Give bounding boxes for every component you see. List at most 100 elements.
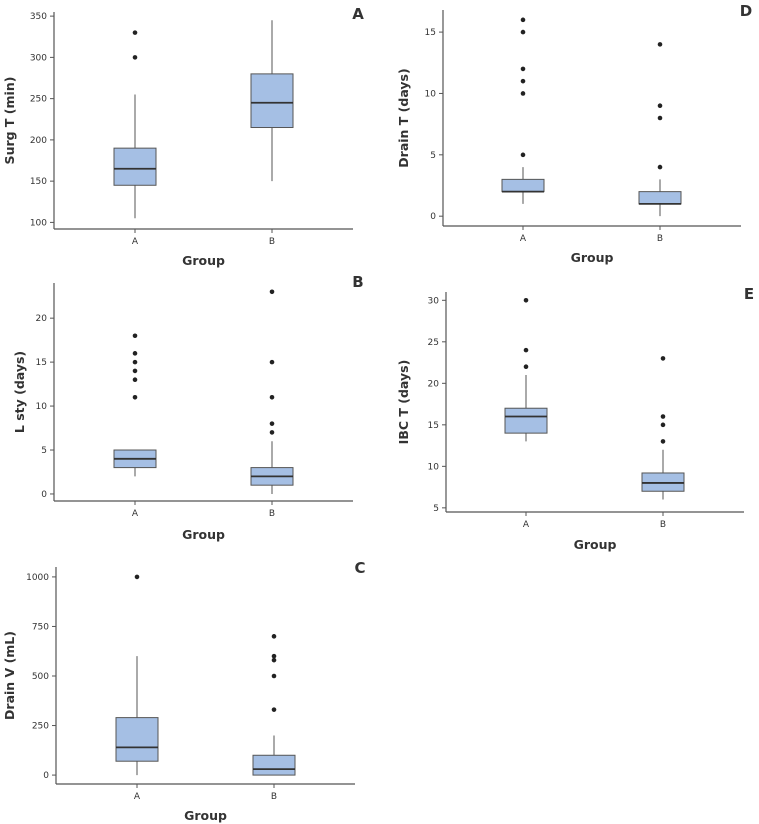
y-tick-label: 100 [30,218,47,228]
panel-e: 5 10 15 20 25 30 A B Group IBC T (days) E [396,285,754,552]
box-group-b [250,20,294,182]
panel-letter: E [744,285,754,303]
panel-a: 100 150 200 250 300 350 A B Group Surg T (min) A [2,5,364,268]
y-tick-label: 15 [425,28,436,38]
iqr-box [252,754,296,776]
panel-b: 0 5 10 15 20 A B Group L sty (days) B [12,273,364,542]
outlier-point [520,66,526,72]
outlier-point [269,289,275,295]
outlier-point [132,377,138,382]
iqr-box [115,717,159,762]
box-group-b [250,289,294,494]
outlier-point [269,430,275,435]
x-tick-label: A [132,509,139,519]
y-tick-label: 10 [425,89,437,99]
outlier-point [520,91,526,96]
outlier-point [520,78,526,84]
iqr-box [250,73,294,129]
outlier-point [520,29,526,35]
outlier-point [269,421,275,426]
y-tick-label: 5 [41,446,47,456]
box-group-a [504,298,548,442]
x-axis-title: Group [571,250,614,265]
x-axis-title: Group [574,537,617,552]
y-axis-title: Drain V (mL) [2,631,17,720]
y-tick-label: 0 [41,490,47,500]
outlier-point [657,42,663,47]
x-axis-title: Group [182,253,225,268]
y-axis-title: IBC T (days) [396,360,411,445]
outlier-point [132,359,138,365]
x-tick-label: A [520,234,527,244]
y-tick-label: 10 [36,402,48,412]
y-tick-label: 25 [428,338,439,348]
outlier-point [523,298,529,303]
x-tick-label: B [269,509,275,519]
box-group-a [113,30,157,219]
outlier-point [271,657,277,663]
y-tick-label: 250 [30,95,47,105]
y-tick-label: 750 [32,622,49,632]
panel-letter: A [352,5,364,23]
outlier-point [132,30,138,35]
y-tick-label: 150 [30,177,47,187]
outlier-point [271,634,277,639]
panel-c: 0 250 500 750 1000 A B Group Drain V (mL) C [2,559,366,823]
outlier-point [132,368,138,374]
y-tick-label: 10 [428,462,440,472]
outlier-point [660,414,666,419]
y-tick-label: 5 [430,151,436,161]
y-tick-label: 15 [36,358,47,368]
y-tick-label: 350 [30,12,47,22]
y-tick-label: 0 [43,771,49,781]
y-tick-label: 20 [428,379,440,389]
x-tick-label: B [271,792,277,802]
box-group-b [641,356,685,500]
outlier-point [657,115,663,121]
y-axis-title: Surg T (min) [2,77,17,165]
outlier-point [271,673,277,679]
outlier-point [660,356,666,361]
y-tick-label: 0 [430,212,436,222]
y-axis-title: Drain T (days) [396,68,411,167]
outlier-point [132,394,138,400]
x-axis-title: Group [184,808,227,823]
y-tick-label: 250 [32,722,49,732]
x-tick-label: A [523,520,530,530]
y-tick-label: 1000 [26,573,49,583]
y-tick-label: 500 [32,672,49,682]
outlier-point [520,17,526,23]
x-tick-label: B [269,237,275,247]
outlier-point [660,422,666,428]
outlier-point [271,707,277,712]
outlier-point [269,394,275,400]
y-tick-label: 15 [428,421,439,431]
y-tick-label: 30 [428,296,440,306]
iqr-box [504,407,548,434]
outlier-point [134,574,140,580]
x-axis-title: Group [182,527,225,542]
outlier-point [523,347,529,353]
outlier-point [132,351,138,356]
outlier-point [132,333,138,339]
y-tick-label: 200 [30,136,47,146]
box-group-a [115,574,159,776]
panel-d: 0 5 10 15 A B Group Drain T (days) D [396,2,752,265]
outlier-point [132,55,138,60]
x-tick-label: B [657,234,663,244]
x-tick-label: B [660,520,666,530]
x-tick-label: A [132,237,139,247]
outlier-point [520,152,526,158]
outlier-point [657,164,663,170]
box-group-b [252,634,296,776]
outlier-point [523,364,529,370]
outlier-point [269,359,275,365]
y-tick-label: 300 [30,53,47,63]
y-axis-title: L sty (days) [12,351,27,433]
box-group-a [113,333,157,477]
y-tick-label: 20 [36,314,48,324]
x-tick-label: A [134,792,141,802]
panel-letter: B [352,273,363,291]
box-group-a [501,17,545,204]
